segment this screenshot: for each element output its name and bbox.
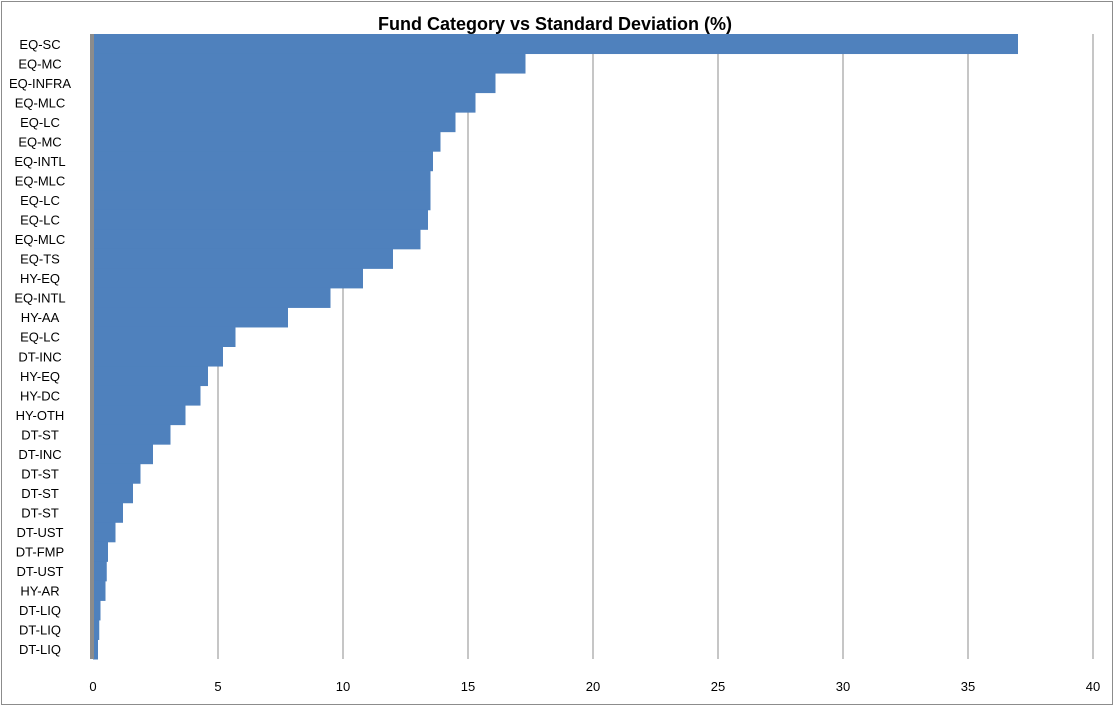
- bar-dt-liq: [93, 639, 98, 660]
- bar-hy-eq: [93, 366, 208, 387]
- bar-eq-lc: [93, 209, 428, 230]
- category-label: DT-INC: [18, 349, 61, 364]
- bar-eq-lc: [93, 326, 236, 347]
- bar-eq-ts: [93, 248, 393, 269]
- bar-eq-intl: [93, 287, 331, 308]
- category-label: EQ-LC: [20, 193, 60, 208]
- bar-dt-st: [93, 502, 123, 523]
- bar-eq-intl: [93, 151, 433, 172]
- category-label: EQ-LC: [20, 330, 60, 345]
- bar-dt-st: [93, 483, 133, 504]
- bar-dt-liq: [93, 619, 100, 640]
- bar-eq-mc: [93, 53, 526, 74]
- category-label: EQ-TS: [20, 252, 60, 267]
- bar-dt-ust: [93, 561, 107, 582]
- bar-eq-mlc: [93, 92, 476, 113]
- chart-title: Fund Category vs Standard Deviation (%): [378, 14, 732, 34]
- category-label: DT-ST: [21, 466, 59, 481]
- category-label: DT-INC: [18, 447, 61, 462]
- category-label: DT-LIQ: [19, 623, 61, 638]
- category-label: EQ-LC: [20, 213, 60, 228]
- bar-eq-sc: [93, 34, 1018, 55]
- bar-dt-liq: [93, 600, 101, 621]
- category-label: DT-ST: [21, 427, 59, 442]
- category-label: DT-UST: [17, 564, 64, 579]
- bar-hy-aa: [93, 307, 288, 328]
- category-label: EQ-INTL: [14, 154, 65, 169]
- y-axis-line: [90, 34, 94, 659]
- category-label: EQ-MLC: [15, 232, 66, 247]
- category-label: HY-DC: [20, 388, 60, 403]
- x-tick-label: 40: [1086, 679, 1100, 694]
- category-label: HY-AA: [21, 310, 60, 325]
- bar-eq-infra: [93, 73, 496, 94]
- category-labels: EQ-SC EQ-MC EQ-INFRA EQ-MLC EQ-LC EQ-MC EQ-INT…: [9, 37, 71, 657]
- bar-eq-mlc: [93, 170, 431, 191]
- x-tick-label: 15: [461, 679, 475, 694]
- category-label: HY-AR: [20, 584, 59, 599]
- bar-eq-lc: [93, 190, 431, 211]
- bar-dt-inc: [93, 346, 223, 367]
- bar-dt-ust: [93, 522, 116, 543]
- x-tick-labels: 0 5 10 15 20 25 30 35 40: [89, 679, 1100, 694]
- bar-eq-lc: [93, 112, 456, 133]
- category-label: DT-FMP: [16, 545, 64, 560]
- category-label: HY-EQ: [20, 369, 60, 384]
- bar-dt-inc: [93, 444, 153, 465]
- bar-dt-st: [93, 463, 141, 484]
- category-label: DT-LIQ: [19, 642, 61, 657]
- category-label: EQ-MC: [18, 134, 61, 149]
- bar-eq-mlc: [93, 229, 421, 250]
- x-tick-label: 5: [214, 679, 221, 694]
- category-label: EQ-MC: [18, 56, 61, 71]
- bar-hy-dc: [93, 385, 201, 406]
- x-tick-label: 20: [586, 679, 600, 694]
- bars: [93, 34, 1018, 660]
- category-label: EQ-MLC: [15, 173, 66, 188]
- x-tick-label: 0: [89, 679, 96, 694]
- category-label: DT-LIQ: [19, 603, 61, 618]
- category-label: HY-EQ: [20, 271, 60, 286]
- bar-dt-st: [93, 424, 171, 445]
- category-label: DT-ST: [21, 486, 59, 501]
- bar-hy-ar: [93, 580, 106, 601]
- category-label: EQ-MLC: [15, 95, 66, 110]
- bar-eq-mc: [93, 131, 441, 152]
- bar-hy-oth: [93, 405, 186, 426]
- category-label: EQ-INFRA: [9, 76, 71, 91]
- category-label: EQ-INTL: [14, 291, 65, 306]
- x-tick-label: 25: [711, 679, 725, 694]
- category-label: DT-ST: [21, 506, 59, 521]
- category-label: DT-UST: [17, 525, 64, 540]
- x-tick-label: 30: [836, 679, 850, 694]
- x-tick-label: 10: [336, 679, 350, 694]
- bar-hy-eq: [93, 268, 363, 289]
- bar-dt-fmp: [93, 541, 108, 562]
- x-tick-label: 35: [961, 679, 975, 694]
- category-label: EQ-LC: [20, 115, 60, 130]
- category-label: EQ-SC: [19, 37, 60, 52]
- category-label: HY-OTH: [16, 408, 65, 423]
